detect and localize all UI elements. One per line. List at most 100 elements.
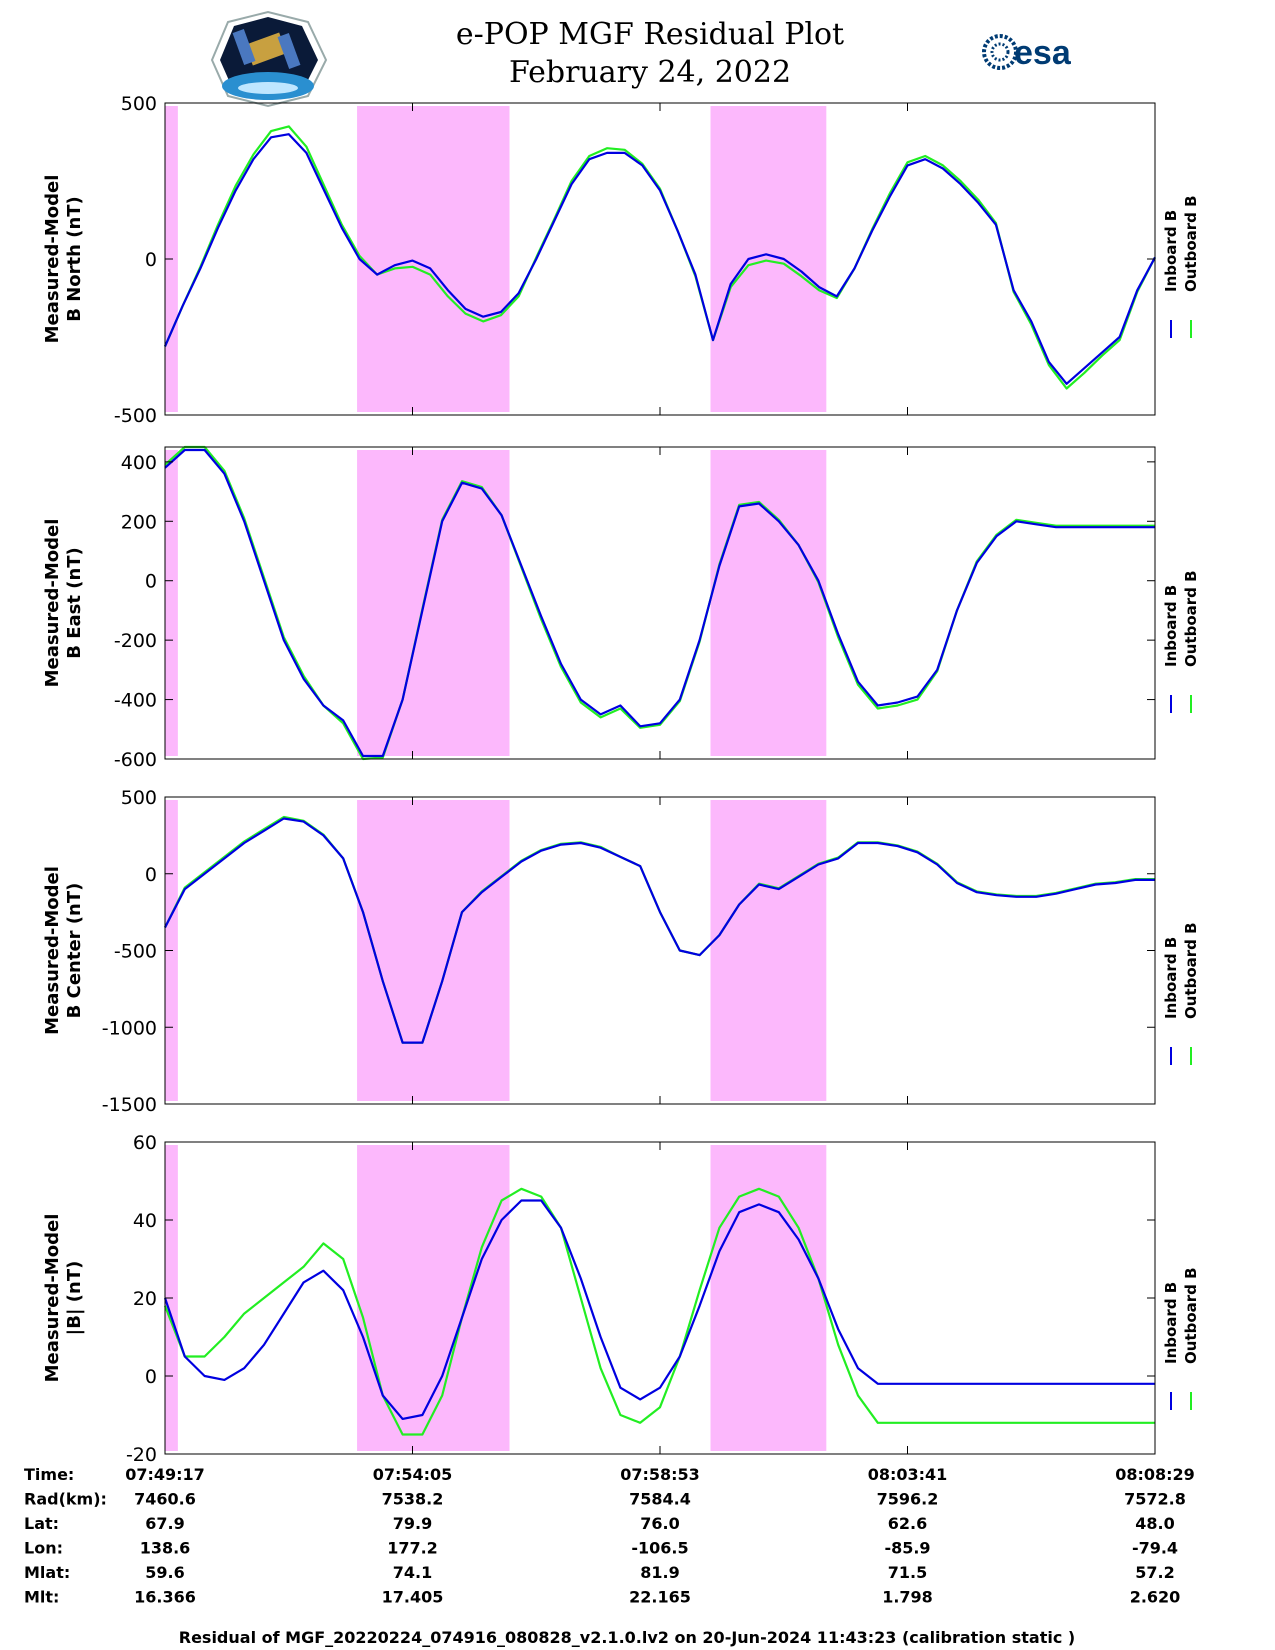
- y-tick-label: 500: [121, 787, 157, 809]
- info-cell: -106.5: [631, 1539, 688, 1558]
- info-cell: 62.6: [888, 1514, 927, 1533]
- y-tick-label: -500: [114, 405, 157, 427]
- info-cell: 7572.8: [1124, 1490, 1186, 1509]
- chart-panel-2: 400 200 0 -200 -400 -600 Measured-ModelB East …: [42, 445, 1200, 771]
- info-cell: 22.165: [629, 1588, 691, 1607]
- y-axis-label-line: Measured-Model: [42, 175, 63, 344]
- info-cell: 7460.6: [134, 1490, 196, 1509]
- y-tick-label: 400: [121, 452, 157, 474]
- info-row-label: Lat:: [24, 1514, 59, 1533]
- shaded-interval: [710, 450, 827, 756]
- orbit-info-table: Time: Rad(km): Lat: Lon: Mlat: Mlt: 07:49:17 74…: [24, 1465, 1195, 1607]
- plot-frame: [164, 102, 1156, 416]
- y-axis-label-line: Measured-Model: [42, 866, 63, 1035]
- plot-frame: [164, 796, 1156, 1105]
- info-cell: -85.9: [884, 1539, 930, 1558]
- info-cell: 07:58:53: [620, 1465, 700, 1484]
- y-tick-label: -500: [114, 941, 157, 963]
- legend: Inboard B Outboard B: [1162, 922, 1200, 1065]
- esa-logo-text: esa: [1014, 34, 1072, 72]
- info-cell: 7584.4: [629, 1490, 691, 1509]
- outboard-series-line: [164, 815, 1155, 1044]
- y-tick-label: 0: [145, 864, 157, 886]
- info-cell: 177.2: [387, 1539, 438, 1558]
- legend-inboard-label: Inboard B: [1162, 937, 1180, 1019]
- y-axis-label-line: Measured-Model: [42, 519, 63, 688]
- y-tick-label: -20: [126, 1444, 157, 1466]
- shaded-interval: [710, 106, 827, 412]
- y-tick-label: -1500: [102, 1094, 157, 1116]
- y-axis-label-line: B North (nT): [64, 196, 85, 322]
- y-tick-label: 200: [121, 511, 157, 533]
- info-cell: 57.2: [1135, 1563, 1174, 1582]
- y-tick-label: 0: [145, 1366, 157, 1388]
- y-axis-label: Measured-ModelB East (nT): [42, 519, 85, 688]
- shaded-interval: [357, 450, 510, 756]
- info-cell: 7538.2: [382, 1490, 444, 1509]
- info-cell: 74.1: [393, 1563, 432, 1582]
- legend-outboard-label: Outboard B: [1182, 570, 1200, 667]
- chart-panel-4: 60 40 20 0 -20 Measured-Model|B| (nT) Inboard …: [42, 1132, 1200, 1466]
- outboard-series-line: [164, 445, 1155, 761]
- y-tick-label: 20: [133, 1288, 157, 1310]
- y-tick-label: -400: [114, 690, 157, 712]
- info-cell: 1.798: [882, 1588, 933, 1607]
- info-cell: 07:54:05: [373, 1465, 453, 1484]
- y-axis-label-line: Measured-Model: [42, 1214, 63, 1383]
- chart-title-line1: e-POP MGF Residual Plot: [456, 17, 844, 52]
- info-row-label: Time:: [24, 1465, 74, 1484]
- inboard-series-line: [163, 1199, 1155, 1421]
- footer-caption: Residual of MGF_20220224_074916_080828_v…: [179, 1628, 1075, 1647]
- info-cell: 2.620: [1130, 1588, 1181, 1607]
- info-cell: 08:08:29: [1115, 1465, 1195, 1484]
- info-row-label: Mlt:: [24, 1588, 59, 1607]
- y-axis-label-line: B East (nT): [64, 547, 85, 659]
- info-row-label: Mlat:: [24, 1563, 70, 1582]
- info-cell: 81.9: [640, 1563, 679, 1582]
- info-cell: 7596.2: [877, 1490, 939, 1509]
- legend-outboard-label: Outboard B: [1182, 1267, 1200, 1364]
- chart-panel-1: 500 0 -500 Measured-ModelB North (nT) Inboar…: [42, 93, 1200, 427]
- esa-logo: esa: [982, 34, 1072, 72]
- plot-frame: [164, 446, 1156, 760]
- y-axis-label: Measured-Model|B| (nT): [42, 1214, 85, 1383]
- info-cell: 07:49:17: [125, 1465, 205, 1484]
- shaded-interval: [357, 106, 510, 412]
- shaded-interval: [165, 450, 178, 756]
- y-tick-label: 500: [121, 93, 157, 115]
- legend-outboard-label: Outboard B: [1182, 195, 1200, 292]
- shaded-interval: [710, 1145, 827, 1451]
- inboard-series-line: [163, 133, 1156, 385]
- y-axis-label: Measured-ModelB Center (nT): [42, 866, 85, 1035]
- legend-inboard-label: Inboard B: [1162, 210, 1180, 292]
- legend: Inboard B Outboard B: [1162, 570, 1200, 713]
- y-axis-label-line: B Center (nT): [64, 883, 85, 1019]
- info-cell: 71.5: [888, 1563, 927, 1582]
- legend-outboard-label: Outboard B: [1182, 922, 1200, 1019]
- y-axis-label-line: |B| (nT): [64, 1261, 85, 1336]
- y-tick-label: -600: [114, 749, 157, 771]
- y-axis-label: Measured-ModelB North (nT): [42, 175, 85, 344]
- info-cell: 08:03:41: [868, 1465, 948, 1484]
- info-cell: 16.366: [134, 1588, 196, 1607]
- outboard-series-line: [163, 1187, 1155, 1436]
- info-row-label: Rad(km):: [24, 1490, 107, 1509]
- info-cell: 67.9: [145, 1514, 184, 1533]
- satellite-mission-logo: [210, 10, 328, 108]
- info-cell: 79.9: [393, 1514, 432, 1533]
- info-row-label: Lon:: [24, 1539, 63, 1558]
- inboard-series-line: [164, 817, 1155, 1044]
- info-cell: 48.0: [1135, 1514, 1174, 1533]
- y-tick-label: 0: [145, 571, 157, 593]
- legend: Inboard B Outboard B: [1162, 1267, 1200, 1410]
- info-cell: 59.6: [145, 1563, 184, 1582]
- shaded-interval: [357, 1145, 510, 1451]
- y-tick-label: -200: [114, 630, 157, 652]
- legend-inboard-label: Inboard B: [1162, 585, 1180, 667]
- chart-panel-3: 500 0 -500 -1000 -1500 Measured-ModelB Center…: [42, 787, 1200, 1116]
- y-tick-label: 60: [133, 1132, 157, 1154]
- y-tick-label: 0: [145, 249, 157, 271]
- shaded-interval: [710, 800, 827, 1101]
